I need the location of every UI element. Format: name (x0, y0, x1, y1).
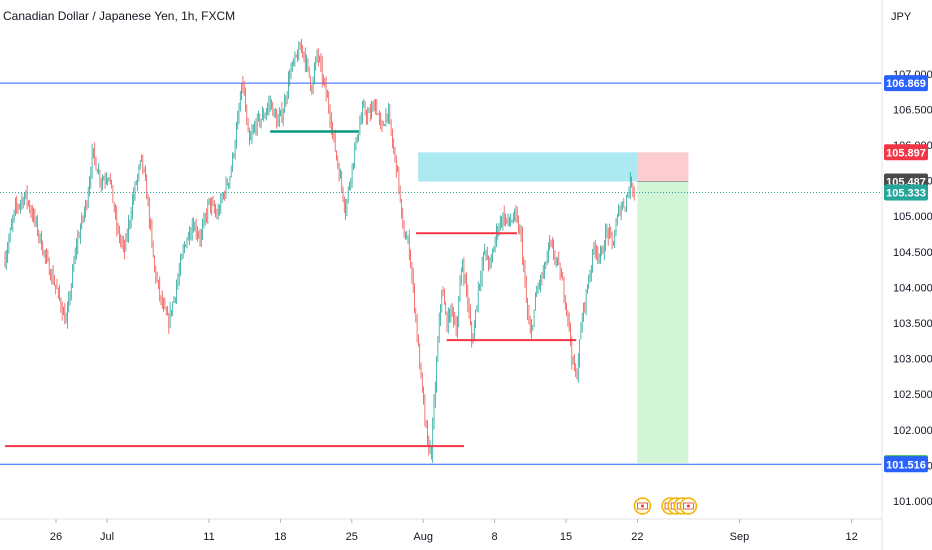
y-tick-label: 103.000 (893, 354, 932, 366)
canada-flag-event-icon[interactable] (679, 497, 698, 515)
currency-label: JPY (891, 11, 912, 23)
x-tick-label: 12 (845, 531, 857, 543)
x-tick-label: 25 (346, 531, 358, 543)
x-tick-label: 15 (560, 531, 572, 543)
price-tag (884, 184, 928, 201)
y-tick-label: 104.500 (893, 247, 932, 259)
price-tag-label: 106.869 (886, 78, 926, 90)
x-tick-label: 18 (274, 531, 286, 543)
y-tick-label: 105.000 (893, 211, 932, 223)
x-tick-label: Jul (100, 531, 114, 543)
x-tick-label: 22 (631, 531, 643, 543)
price-tag-label: 101.516 (886, 459, 926, 471)
price-tag (884, 75, 928, 92)
x-tick-label: 26 (50, 531, 62, 543)
y-tick-label: 104.000 (893, 282, 932, 294)
price-tag (884, 456, 928, 473)
y-tick-label: 106.500 (893, 104, 932, 116)
price-tag (884, 144, 928, 161)
x-tick-label: 8 (492, 531, 498, 543)
drawing-lines (5, 130, 577, 448)
chart-title: Canadian Dollar / Japanese Yen, 1h, FXCM (3, 9, 235, 23)
x-tick-label: Sep (730, 531, 750, 543)
y-tick-label: 103.500 (893, 318, 932, 330)
entry-zone (418, 152, 638, 182)
event-markers[interactable] (633, 497, 698, 515)
y-tick-label: 101.000 (893, 496, 932, 508)
price-tag-label: 105.333 (886, 188, 926, 200)
y-tick-label: 102.000 (893, 425, 932, 437)
candles (4, 38, 635, 463)
take-profit-zone (637, 181, 689, 464)
y-tick-label: 102.500 (893, 389, 932, 401)
x-tick-label: Aug (413, 531, 433, 543)
price-tag-label: 105.897 (886, 147, 926, 159)
stop-loss-zone (637, 152, 689, 182)
position-zones (418, 152, 689, 464)
canada-flag-event-icon[interactable] (633, 497, 652, 515)
time-axis[interactable]: 26 Jul 11 18 25 Aug 8 15 22 Sep 12 (50, 519, 858, 543)
price-tags: 106.869105.897105.487105.333101.531101.5… (884, 75, 928, 473)
x-tick-label: 11 (203, 531, 214, 543)
